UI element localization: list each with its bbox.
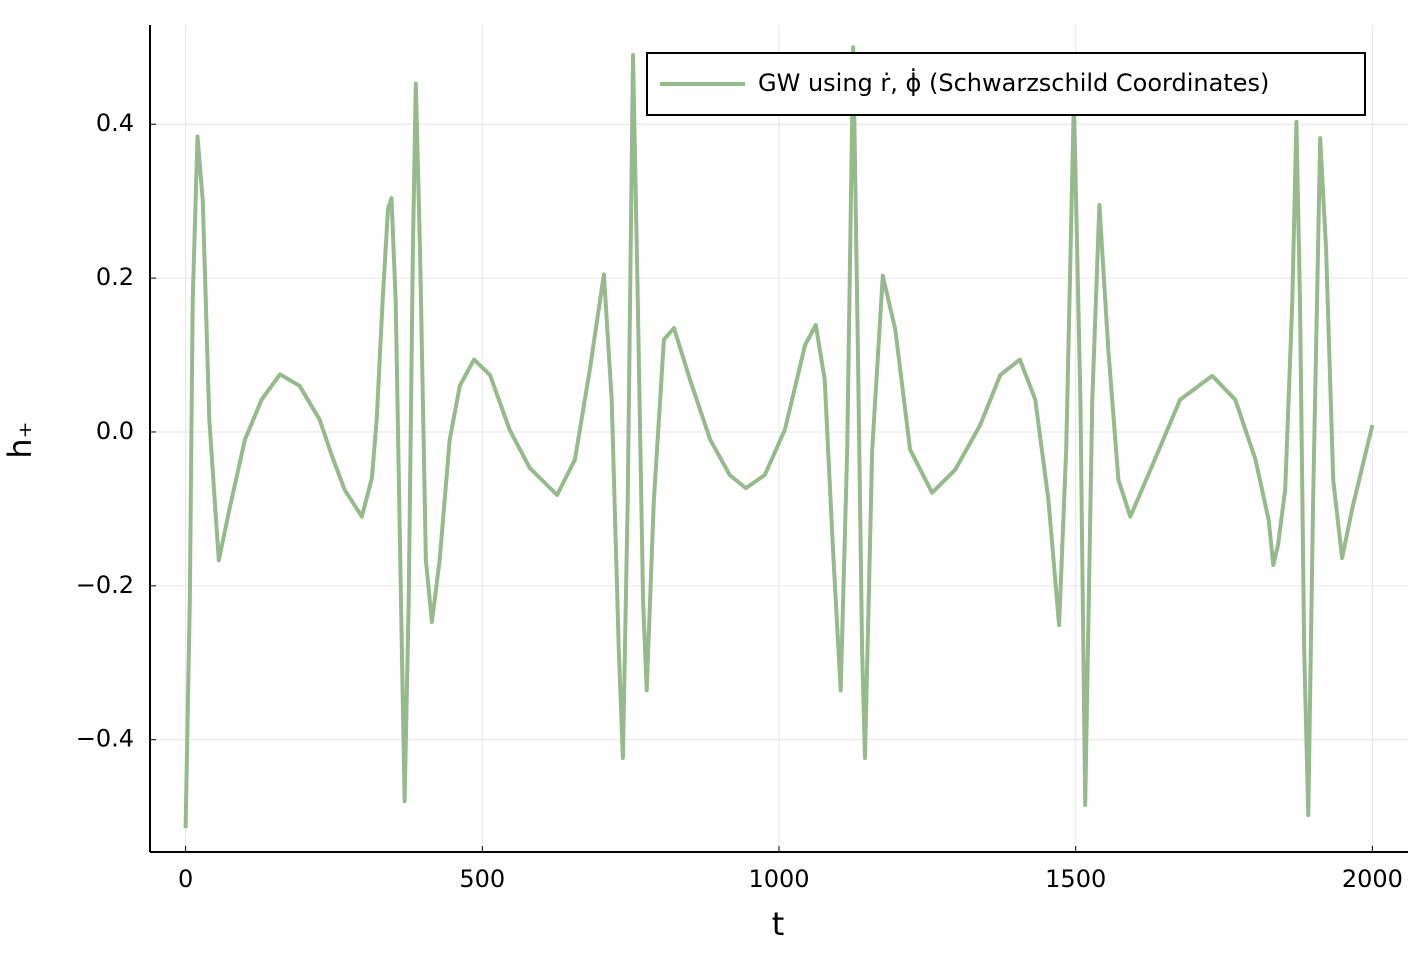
x-tick-label: 1000	[748, 865, 809, 893]
y-tick-label: −0.4	[76, 725, 134, 753]
y-axis-label: h₊	[1, 421, 39, 458]
x-tick-label: 500	[459, 865, 505, 893]
x-axis-label: t	[772, 905, 785, 943]
y-tick-label: −0.2	[76, 571, 134, 599]
x-tick-label: 1500	[1045, 865, 1106, 893]
legend-box	[646, 52, 1366, 116]
x-tick-label: 2000	[1342, 865, 1403, 893]
y-tick-label: 0.0	[96, 417, 134, 445]
legend-label: GW using ṙ, ϕ̇ (Schwarzschild Coordinate…	[758, 68, 1269, 97]
y-tick-label: 0.2	[96, 263, 134, 291]
x-tick-label: 0	[178, 865, 193, 893]
data-line	[183, 45, 1375, 829]
y-tick-label: 0.4	[96, 109, 134, 137]
legend: GW using ṙ, ϕ̇ (Schwarzschild Coordinate…	[646, 52, 1366, 116]
